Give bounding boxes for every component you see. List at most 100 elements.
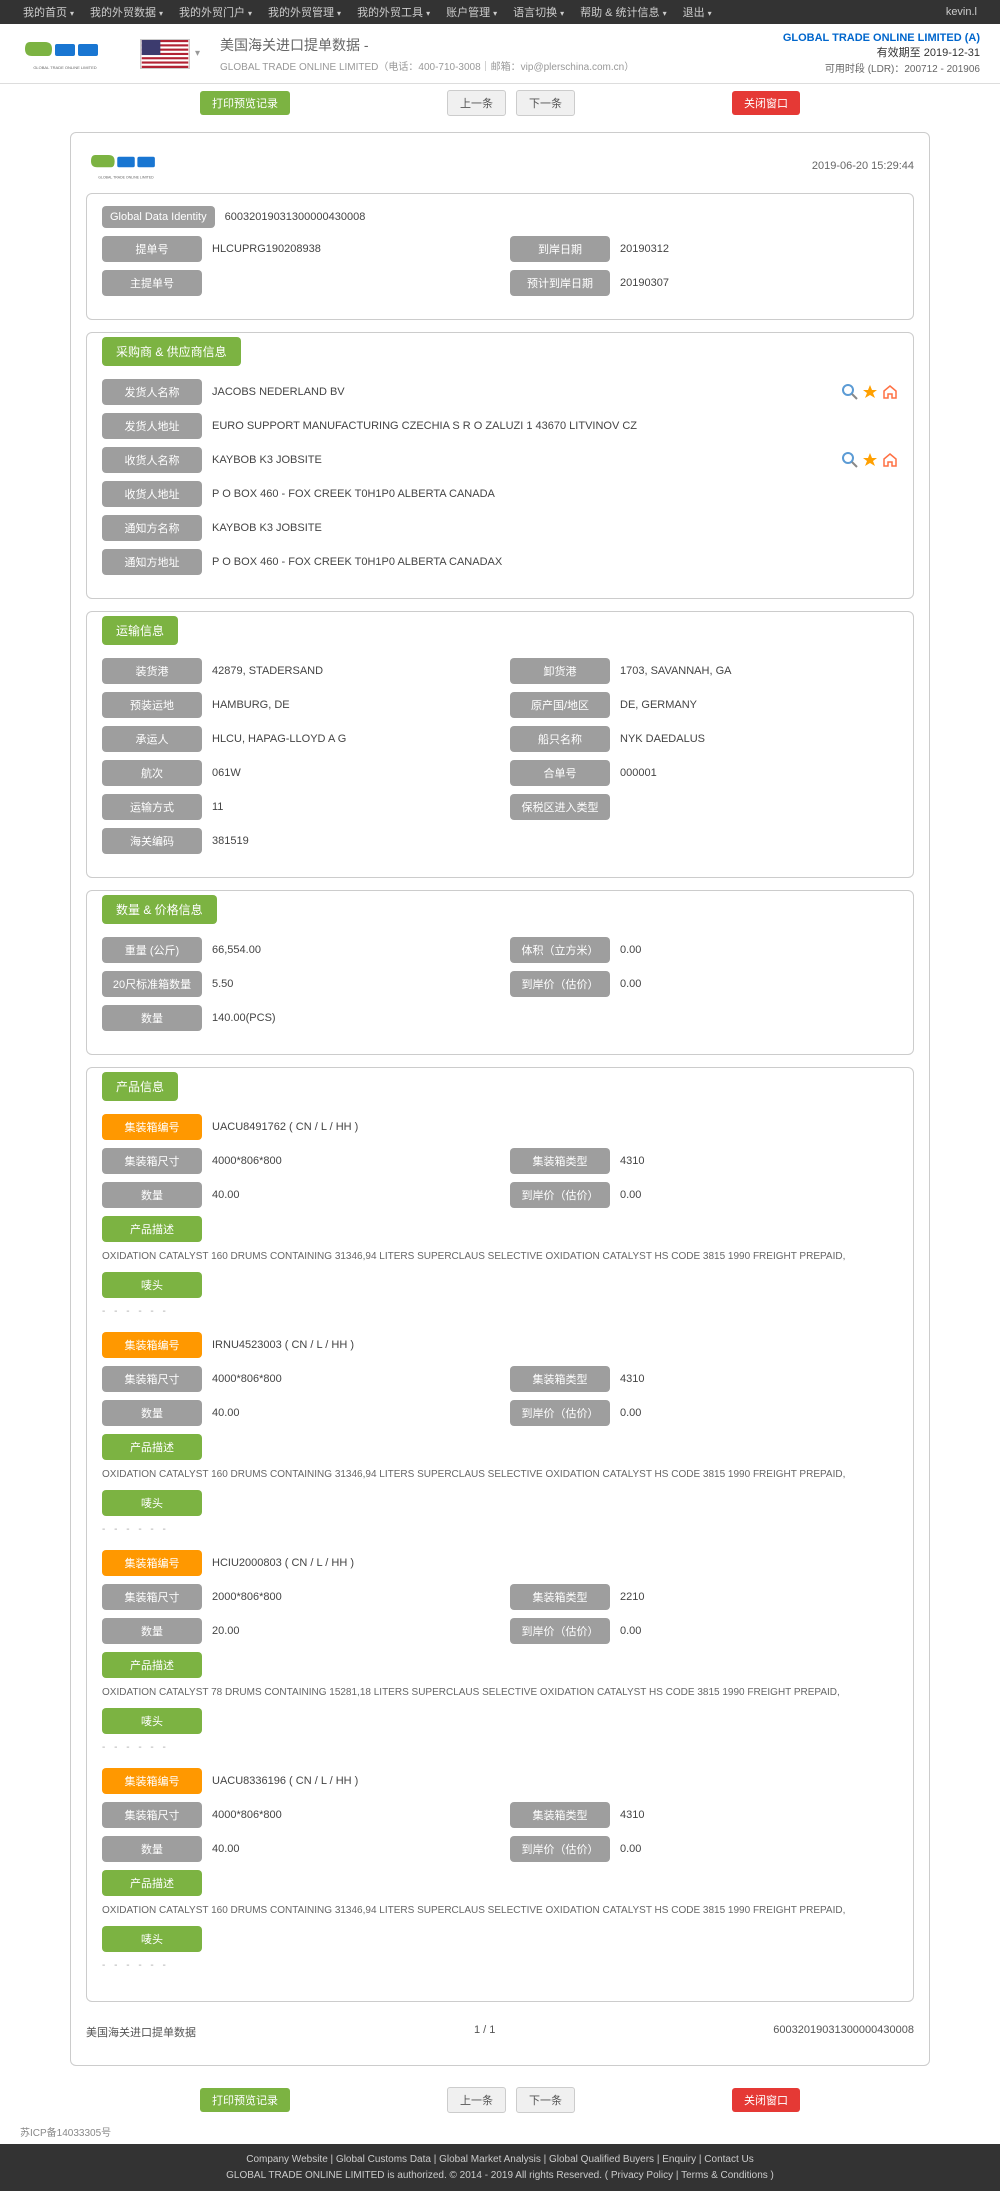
container-label: 集装箱编号 [102, 1114, 202, 1140]
prod-price-label: 到岸价（估价） [510, 1836, 610, 1862]
prev-button-bottom[interactable]: 上一条 [447, 2087, 506, 2113]
arrival-date-label: 到岸日期 [510, 236, 610, 262]
desc-label: 产品描述 [102, 1216, 202, 1242]
type-value: 4310 [620, 1809, 898, 1821]
container-value: IRNU4523003 ( CN / L / HH ) [212, 1339, 898, 1351]
customs-value: 381519 [212, 835, 490, 847]
transport-section: 运输信息 装货港42879, STADERSAND 卸货港1703, SAVAN… [86, 611, 914, 878]
bill-no-value: HLCUPRG190208938 [212, 243, 490, 255]
timestamp: 2019-06-20 15:29:44 [812, 160, 914, 172]
footer-link[interactable]: Company Website [246, 2154, 328, 2165]
notify-name-value: KAYBOB K3 JOBSITE [212, 522, 898, 534]
footer-link[interactable]: Global Customs Data [336, 2154, 431, 2165]
identity-label: Global Data Identity [102, 206, 215, 228]
origin-label: 原产国/地区 [510, 692, 610, 718]
prod-price-value: 0.00 [620, 1407, 898, 1419]
mark-label: 唛头 [102, 1272, 202, 1298]
price-label: 到岸价（估价） [510, 971, 610, 997]
nav-portal[interactable]: 我的外贸门户 [171, 4, 260, 20]
est-arrival-value: 20190307 [620, 277, 898, 289]
copyright: GLOBAL TRADE ONLINE LIMITED is authorize… [20, 2170, 980, 2181]
star-icon[interactable] [862, 452, 878, 468]
print-button-bottom[interactable]: 打印预览记录 [200, 2088, 290, 2112]
carrier-value: HLCU, HAPAG-LLOYD A G [212, 733, 490, 745]
bottom-action-bar: 打印预览记录 上一条 下一条 关闭窗口 [0, 2081, 1000, 2119]
consignee-addr-label: 收货人地址 [102, 481, 202, 507]
next-button-bottom[interactable]: 下一条 [516, 2087, 575, 2113]
origin-value: DE, GERMANY [620, 699, 898, 711]
notify-name-label: 通知方名称 [102, 515, 202, 541]
size-label: 集装箱尺寸 [102, 1148, 202, 1174]
container-label: 集装箱编号 [102, 1332, 202, 1358]
user-label[interactable]: kevin.l [938, 6, 985, 18]
star-icon[interactable] [862, 384, 878, 400]
container-label: 集装箱编号 [102, 1768, 202, 1794]
prod-qty-value: 40.00 [212, 1843, 490, 1855]
products-title: 产品信息 [102, 1072, 178, 1101]
qty-label: 数量 [102, 1005, 202, 1031]
prod-qty-value: 20.00 [212, 1625, 490, 1637]
prod-price-label: 到岸价（估价） [510, 1618, 610, 1644]
nav-help[interactable]: 帮助 & 统计信息 [572, 4, 674, 20]
price-value: 0.00 [620, 978, 898, 990]
type-label: 集装箱类型 [510, 1366, 610, 1392]
nav-exit[interactable]: 退出 [675, 4, 720, 20]
search-icon[interactable] [842, 384, 858, 400]
us-flag-icon [140, 39, 190, 69]
load-port-value: 42879, STADERSAND [212, 665, 490, 677]
prev-button[interactable]: 上一条 [447, 90, 506, 116]
product-description: OXIDATION CATALYST 78 DRUMS CONTAINING 1… [102, 1686, 898, 1700]
size-label: 集装箱尺寸 [102, 1802, 202, 1828]
nav-lang[interactable]: 语言切换 [505, 4, 572, 20]
consignee-name-value: KAYBOB K3 JOBSITE [212, 454, 832, 466]
footer-link[interactable]: Enquiry [662, 2154, 696, 2165]
quantity-section: 数量 & 价格信息 重量 (公斤)66,554.00 体积（立方米）0.00 2… [86, 890, 914, 1055]
home-icon[interactable] [882, 452, 898, 468]
footer-link[interactable]: Global Market Analysis [439, 2154, 541, 2165]
prod-price-label: 到岸价（估价） [510, 1400, 610, 1426]
mode-value: 11 [212, 801, 490, 813]
flag-dropdown-icon[interactable]: ▾ [195, 48, 200, 59]
footer-link[interactable]: Global Qualified Buyers [549, 2154, 654, 2165]
size-label: 集装箱尺寸 [102, 1366, 202, 1392]
load-port-label: 装货港 [102, 658, 202, 684]
carrier-label: 承运人 [102, 726, 202, 752]
page-header: GLOBAL TRADE ONLINE LIMITED ▾ 美国海关进口提单数据… [0, 24, 1000, 84]
search-icon[interactable] [842, 452, 858, 468]
nav-home[interactable]: 我的首页 [15, 4, 82, 20]
prod-price-value: 0.00 [620, 1625, 898, 1637]
teu-value: 5.50 [212, 978, 490, 990]
page-title: 美国海关进口提单数据 - [220, 35, 783, 55]
mark-label: 唛头 [102, 1926, 202, 1952]
product-description: OXIDATION CATALYST 160 DRUMS CONTAINING … [102, 1904, 898, 1918]
prod-price-label: 到岸价（估价） [510, 1182, 610, 1208]
footer-link[interactable]: Contact Us [704, 2154, 753, 2165]
nav-tools[interactable]: 我的外贸工具 [349, 4, 438, 20]
consignee-name-label: 收货人名称 [102, 447, 202, 473]
nav-account[interactable]: 账户管理 [438, 4, 505, 20]
page-footer: Company Website | Global Customs Data | … [0, 2144, 1000, 2191]
vessel-label: 船只名称 [510, 726, 610, 752]
nav-data[interactable]: 我的外贸数据 [82, 4, 171, 20]
type-value: 4310 [620, 1155, 898, 1167]
print-button[interactable]: 打印预览记录 [200, 91, 290, 115]
svg-text:GLOBAL TRADE ONLINE LIMITED: GLOBAL TRADE ONLINE LIMITED [33, 65, 96, 70]
product-item: 集装箱编号 HCIU2000803 ( CN / L / HH ) 集装箱尺寸2… [102, 1550, 898, 1753]
separator-dots: - - - - - - [102, 1306, 898, 1317]
type-label: 集装箱类型 [510, 1802, 610, 1828]
type-value: 2210 [620, 1591, 898, 1603]
prod-price-value: 0.00 [620, 1189, 898, 1201]
product-item: 集装箱编号 UACU8491762 ( CN / L / HH ) 集装箱尺寸4… [102, 1114, 898, 1317]
close-button-bottom[interactable]: 关闭窗口 [732, 2088, 800, 2112]
qty-value: 140.00(PCS) [212, 1012, 490, 1024]
identity-value: 60032019031300000430008 [225, 211, 898, 223]
nav-manage[interactable]: 我的外贸管理 [260, 4, 349, 20]
next-button[interactable]: 下一条 [516, 90, 575, 116]
separator-dots: - - - - - - [102, 1960, 898, 1971]
close-button[interactable]: 关闭窗口 [732, 91, 800, 115]
product-item: 集装箱编号 IRNU4523003 ( CN / L / HH ) 集装箱尺寸4… [102, 1332, 898, 1535]
customs-label: 海关编码 [102, 828, 202, 854]
home-icon[interactable] [882, 384, 898, 400]
container-value: HCIU2000803 ( CN / L / HH ) [212, 1557, 898, 1569]
transport-title: 运输信息 [102, 616, 178, 645]
